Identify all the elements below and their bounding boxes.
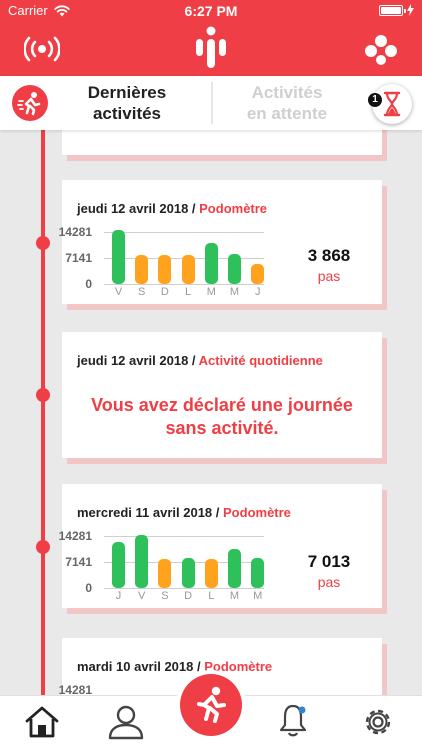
steps-summary: 3 868 pas [294, 246, 364, 284]
day-label: L [185, 286, 192, 298]
battery-icon [379, 4, 406, 16]
profile-icon[interactable] [106, 704, 146, 740]
app-header: Carrier 6:27 PM [0, 0, 422, 76]
day-label: S [161, 590, 169, 602]
charging-icon [407, 4, 414, 16]
step-bar [135, 535, 149, 588]
hourglass-icon [383, 91, 401, 117]
no-activity-message: Vous avez déclaré une journée sans activ… [91, 395, 353, 438]
step-bar [112, 230, 125, 284]
step-bar [135, 255, 149, 284]
step-bar [158, 558, 172, 588]
pending-count-badge: 1 [368, 93, 382, 107]
bell-icon[interactable] [278, 702, 308, 738]
step-bar [112, 542, 125, 588]
runner-badge-icon [12, 85, 48, 121]
card-header: mercredi 11 avril 2018 / Podomètre [77, 505, 291, 520]
tab-latest-activities[interactable]: Dernières activités [87, 83, 167, 123]
step-bar [251, 263, 265, 284]
day-label: V [114, 286, 123, 298]
card-header: jeudi 12 avril 2018 / Activité quotidien… [77, 353, 323, 368]
y-tick-label: 14281 [58, 529, 92, 543]
step-bar [228, 549, 241, 588]
day-label: M [229, 590, 240, 602]
card-header: jeudi 12 avril 2018 / Podomètre [77, 201, 268, 216]
steps-value: 3 868 [307, 246, 351, 265]
steps-unit: pas [317, 574, 341, 590]
day-label: L [208, 590, 215, 602]
steps-summary: 7 013 pas [294, 552, 364, 590]
day-label: M [206, 286, 216, 298]
y-tick-label: 0 [85, 277, 92, 291]
activity-tabs: Dernières activités Activités en attente [0, 76, 422, 130]
gear-icon[interactable] [360, 704, 396, 740]
step-bar [181, 254, 195, 284]
day-label: J [115, 590, 122, 602]
grid-line [104, 536, 264, 537]
tab-pending-activities[interactable]: Activités en attente [246, 83, 328, 123]
step-bar [181, 558, 195, 588]
timeline-line [41, 130, 45, 695]
step-bar [204, 242, 218, 284]
day-label: V [138, 590, 146, 602]
status-bar: Carrier 6:27 PM [0, 0, 422, 22]
timeline-dot [36, 236, 50, 250]
step-bar [204, 558, 218, 588]
y-tick-label: 0 [85, 581, 92, 595]
step-bar [158, 255, 172, 284]
running-icon [197, 686, 226, 723]
grid-line [104, 232, 264, 233]
activity-type: Podomètre [204, 659, 273, 674]
figure-logo-icon [196, 26, 226, 68]
home-icon[interactable] [24, 704, 60, 740]
activity-type: Podomètre [223, 505, 291, 520]
steps-unit: pas [317, 268, 341, 284]
day-label: M [229, 286, 240, 298]
day-label: M [253, 590, 263, 602]
broadcast-icon[interactable] [24, 36, 60, 62]
timeline-dot [36, 540, 50, 554]
activity-type: Activité quotidienne [198, 353, 323, 368]
y-tick-label: 7141 [65, 555, 92, 569]
step-bar [251, 558, 265, 588]
activity-type: Podomètre [199, 201, 268, 216]
grid-line [104, 588, 264, 589]
steps-value: 7 013 [307, 552, 351, 571]
day-label: J [254, 286, 261, 298]
activity-card[interactable]: mercredi 11 avril 2018 / Podomètre 14281… [59, 484, 382, 608]
activity-card[interactable]: jeudi 12 avril 2018 / Activité quotidien… [62, 332, 382, 458]
card-header: mardi 10 avril 2018 / Podomètre [77, 659, 273, 674]
grid-line [104, 284, 264, 285]
activity-card-partial[interactable] [62, 130, 382, 155]
day-label: S [138, 286, 146, 298]
tab-divider [211, 82, 213, 124]
y-tick-label: 7141 [65, 251, 92, 265]
start-activity-button[interactable] [180, 674, 242, 736]
day-label: D [184, 590, 193, 602]
step-bar [228, 254, 241, 284]
activity-feed[interactable]: jeudi 12 avril 2018 / Podomètre 14281 714… [0, 130, 422, 695]
wifi-icon [54, 4, 70, 16]
status-time: 6:27 PM [184, 3, 238, 19]
molecule-icon[interactable] [365, 35, 397, 65]
y-tick-label: 14281 [58, 683, 92, 695]
day-label: D [160, 286, 169, 298]
carrier-label: Carrier [8, 3, 48, 18]
y-tick-label: 14281 [58, 225, 92, 239]
timeline-dot [36, 388, 50, 402]
activity-card[interactable]: jeudi 12 avril 2018 / Podomètre 14281 714… [59, 180, 382, 304]
